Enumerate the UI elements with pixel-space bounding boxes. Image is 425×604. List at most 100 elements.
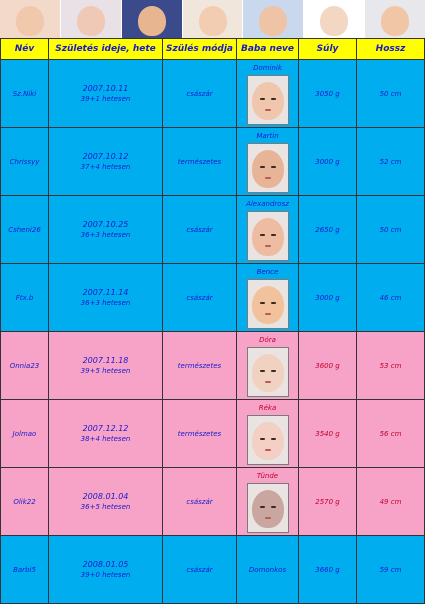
baby-face-icon — [251, 354, 284, 392]
gestation-week: 39+1 hetesen — [80, 94, 131, 103]
birth-date: 2007.10.11 — [82, 83, 129, 93]
baby-cell: Domonkos — [236, 535, 299, 604]
baby-name: Domonkos — [248, 566, 287, 574]
birth-date: 2007.11.14 — [82, 287, 129, 297]
birth-date-cell: 2008.01.05 39+0 hetesen — [48, 535, 163, 604]
birth-date: 2007.11.18 — [82, 355, 129, 365]
birth-date-cell: 2007.10.11 39+1 hetesen — [48, 59, 163, 128]
delivery-method: császár — [162, 195, 237, 264]
mouth-icon — [264, 245, 271, 247]
header-nev: Név — [0, 38, 49, 60]
baby-face-icon — [15, 6, 44, 36]
gestation-week: 39+0 hetesen — [80, 570, 131, 579]
baby-cell: Dóra — [236, 331, 299, 400]
gestation-week: 39+5 hetesen — [80, 366, 131, 375]
banner-baby-photo — [365, 0, 425, 38]
baby-face-icon — [251, 490, 284, 528]
baby-name: Dominik — [253, 64, 282, 72]
mouth-icon — [264, 449, 271, 451]
birth-date-cell: 2007.10.12 37+4 hetesen — [48, 127, 163, 196]
birth-weight: 3000 g — [298, 263, 357, 332]
header-modja: Szülés módja — [162, 38, 237, 60]
delivery-method: császár — [162, 535, 237, 604]
birth-date-cell: 2008.01.04 36+5 hetesen — [48, 467, 163, 536]
gestation-week: 37+4 hetesen — [80, 162, 131, 171]
mother-nickname: Csheni26 — [0, 195, 49, 264]
birth-weight: 3050 g — [298, 59, 357, 128]
baby-face-icon — [320, 6, 349, 36]
delivery-method: természetes — [162, 331, 237, 400]
baby-face-icon — [137, 6, 166, 36]
birth-length: 46 cm — [356, 263, 425, 332]
gestation-week: 36+3 hetesen — [80, 298, 131, 307]
baby-cell: Réka — [236, 399, 299, 468]
birth-length: 50 cm — [356, 59, 425, 128]
baby-name: Bence — [256, 268, 279, 276]
mouth-icon — [264, 313, 271, 315]
mother-nickname: Barbi5 — [0, 535, 49, 604]
gestation-week: 36+5 hetesen — [80, 502, 131, 511]
birth-date: 2008.01.05 — [82, 559, 129, 569]
birth-date-cell: 2007.11.14 36+3 hetesen — [48, 263, 163, 332]
delivery-method: természetes — [162, 127, 237, 196]
delivery-method: császár — [162, 59, 237, 128]
mother-nickname: Ftx.b — [0, 263, 49, 332]
banner-baby-photo — [243, 0, 305, 38]
table-row: Csheni26 2007.10.25 36+3 hetesen császár Ale… — [0, 195, 425, 264]
eye-icon — [270, 166, 276, 168]
mother-nickname: Jolmao — [0, 399, 49, 468]
baby-face-icon — [381, 6, 410, 36]
baby-name: Martin — [256, 132, 279, 140]
baby-name: Dóra — [259, 336, 276, 344]
birth-weight: 3540 g — [298, 399, 357, 468]
birth-length: 49 cm — [356, 467, 425, 536]
mother-nickname: Chrissyy — [0, 127, 49, 196]
birth-weight: 3600 g — [298, 331, 357, 400]
gestation-week: 36+3 hetesen — [80, 230, 131, 239]
baby-cell: Alexandrosz — [236, 195, 299, 264]
eye-icon — [270, 234, 276, 236]
eye-icon — [270, 302, 276, 304]
birth-date-cell: 2007.10.25 36+3 hetesen — [48, 195, 163, 264]
baby-cell: Dominik — [236, 59, 299, 128]
header-row: Név Születés ideje, hete Szülés módja Ba… — [0, 38, 425, 60]
table-row: Ftx.b 2007.11.14 36+3 hetesen császár Bence 3… — [0, 263, 425, 332]
birth-table: Név Születés ideje, hete Szülés módja Ba… — [0, 38, 425, 604]
baby-photo — [246, 211, 289, 261]
birth-length: 50 cm — [356, 195, 425, 264]
header-suly: Súly — [298, 38, 357, 60]
birth-date: 2007.10.25 — [82, 219, 129, 229]
baby-face-icon — [251, 218, 284, 256]
birth-date: 2008.01.04 — [82, 491, 129, 501]
baby-face-icon — [251, 82, 284, 120]
baby-photo — [246, 75, 289, 125]
eye-icon — [270, 506, 276, 508]
birth-date-cell: 2007.12.12 38+4 hetesen — [48, 399, 163, 468]
banner-baby-photo — [0, 0, 61, 38]
eye-icon — [270, 370, 276, 372]
delivery-method: császár — [162, 467, 237, 536]
banner-baby-photo — [182, 0, 244, 38]
baby-face-icon — [198, 6, 227, 36]
baby-face-icon — [251, 286, 284, 324]
mother-nickname: Sz.Niki — [0, 59, 49, 128]
eye-icon — [259, 506, 265, 508]
baby-face-icon — [251, 422, 284, 460]
mother-nickname: Onnia23 — [0, 331, 49, 400]
birth-length: 59 cm — [356, 535, 425, 604]
delivery-method: természetes — [162, 399, 237, 468]
delivery-method: császár — [162, 263, 237, 332]
baby-photo — [246, 347, 289, 397]
birth-date-cell: 2007.11.18 39+5 hetesen — [48, 331, 163, 400]
eye-icon — [270, 98, 276, 100]
eye-icon — [259, 370, 265, 372]
eye-icon — [259, 302, 265, 304]
baby-cell: Tünde — [236, 467, 299, 536]
mouth-icon — [264, 177, 271, 179]
table-row: Chrissyy 2007.10.12 37+4 hetesen természete… — [0, 127, 425, 196]
baby-photo — [246, 279, 289, 329]
eye-icon — [259, 166, 265, 168]
banner-baby-photo — [121, 0, 183, 38]
baby-name: Réka — [258, 404, 277, 412]
